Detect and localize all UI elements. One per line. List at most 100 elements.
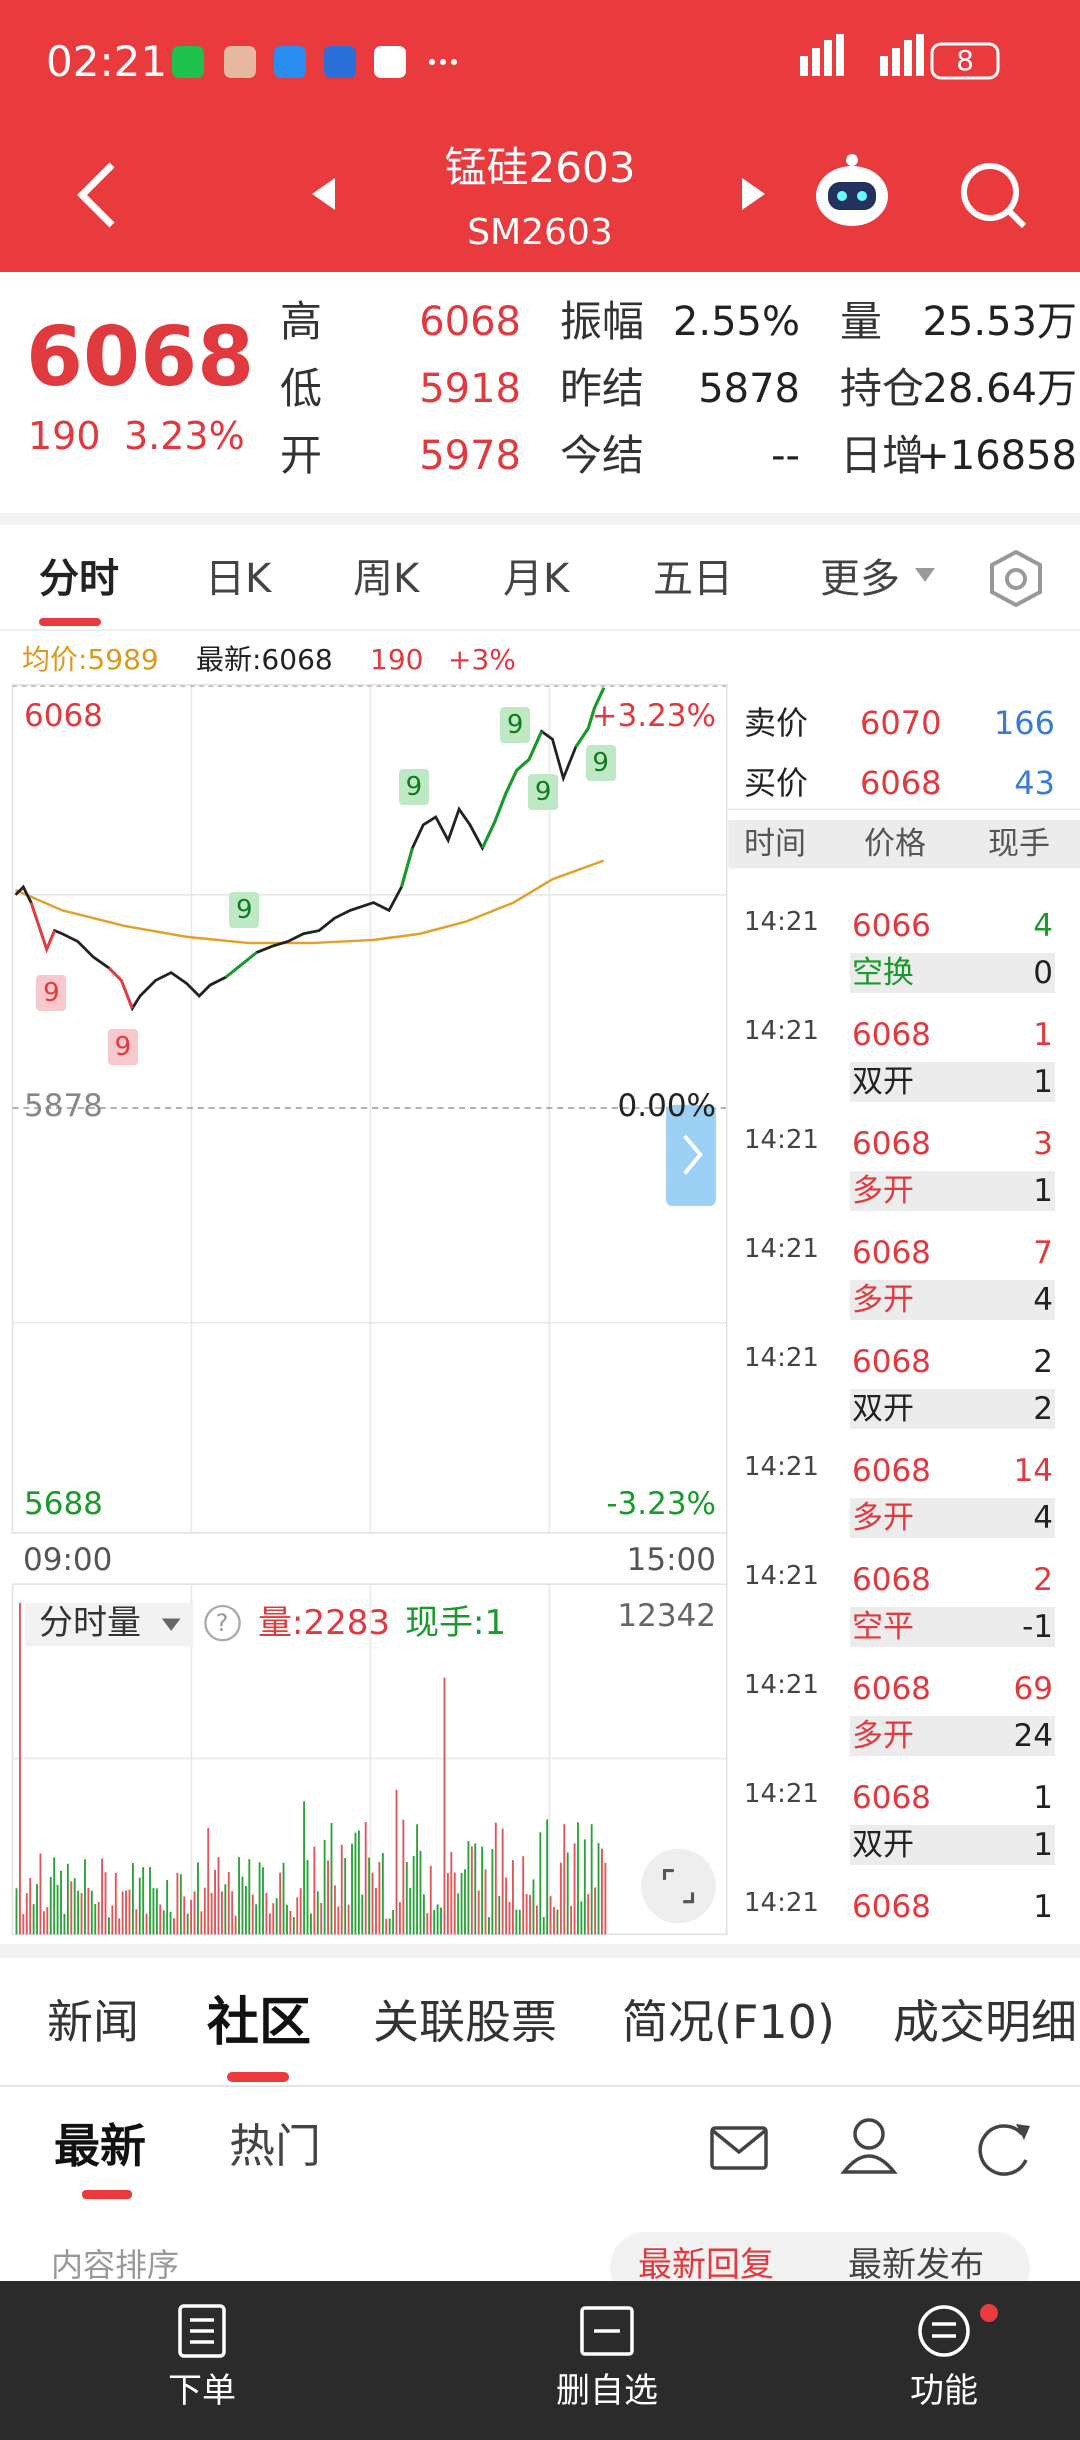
chart-tab[interactable]: 周K: [353, 556, 420, 602]
volume-bar: [522, 1856, 525, 1935]
trade-oi: 0: [1033, 955, 1053, 992]
sort-option[interactable]: 最新发布: [848, 2244, 984, 2285]
sub-tab[interactable]: 热门: [229, 2119, 321, 2174]
volume-bar: [66, 1863, 69, 1935]
trade-row-bg: [850, 1716, 1055, 1756]
axis-label: 0.00%: [617, 1088, 716, 1125]
nav-item[interactable]: 删自选: [556, 2370, 658, 2411]
volume-bar: [515, 1909, 518, 1935]
volume-bar: [590, 1824, 593, 1935]
chart-tab[interactable]: 五日: [653, 556, 733, 602]
volume-bar: [378, 1862, 381, 1935]
volume-bar: [446, 1872, 449, 1935]
trade-row-bg: [850, 953, 1055, 993]
volume-bar: [155, 1888, 158, 1935]
volume-bar: [108, 1917, 110, 1935]
trade-vol: 2: [1033, 1562, 1053, 1599]
separator: [0, 513, 1080, 525]
trade-price: 6068: [852, 1780, 931, 1817]
volume-bar: [296, 1897, 299, 1935]
prev-icon[interactable]: [312, 178, 335, 210]
volume-bar: [80, 1893, 83, 1935]
legend-latest: 最新:6068: [196, 643, 333, 677]
time-label: 15:00: [626, 1542, 716, 1579]
trade-vol: 69: [1013, 1671, 1053, 1708]
sort-option[interactable]: 最新回复: [638, 2244, 774, 2285]
search-icon[interactable]: [961, 163, 1027, 229]
field-label: 持仓: [840, 363, 925, 413]
volume-bar: [306, 1859, 309, 1935]
axis-label: +3.23%: [591, 698, 716, 735]
volume-bar: [549, 1896, 552, 1935]
trade-price: 6068: [852, 1562, 931, 1599]
volume-bar: [94, 1904, 97, 1935]
volume-bar: [299, 1888, 302, 1935]
tab-underline: [227, 2072, 289, 2082]
info-tab[interactable]: 社区: [207, 1992, 312, 2053]
volume-bar: [412, 1856, 415, 1935]
volume-selector[interactable]: 分时量: [39, 1602, 141, 1643]
volume-bar: [477, 1890, 480, 1935]
info-tab[interactable]: 成交明细: [893, 1995, 1077, 2050]
trade-type: 双开: [852, 1064, 914, 1101]
volume-bar: [227, 1872, 230, 1935]
trade-type: 多开: [852, 1718, 914, 1755]
chart-tab[interactable]: 更多: [820, 556, 900, 602]
trade-vol: 1: [1033, 1780, 1053, 1817]
next-icon[interactable]: [742, 178, 765, 210]
chart-tab[interactable]: 日K: [205, 556, 272, 602]
volume-bar: [573, 1843, 576, 1935]
trade-time: 14:21: [744, 1125, 819, 1156]
volume-bar: [77, 1890, 80, 1935]
mail-icon[interactable]: [710, 2126, 768, 2170]
volume-bar: [542, 1916, 545, 1935]
volume-bar: [234, 1915, 237, 1935]
nav-item[interactable]: 功能: [910, 2370, 978, 2411]
volume-bar: [488, 1917, 490, 1935]
info-tab[interactable]: 新闻: [47, 1995, 139, 2050]
battery: 8: [956, 44, 974, 78]
volume-bar: [498, 1896, 501, 1935]
trade-type: 空换: [852, 955, 914, 992]
signal-marker: 9: [398, 769, 429, 806]
bid-price: 6068: [860, 763, 942, 802]
volume-bar: [303, 1801, 306, 1935]
nav-item[interactable]: 下单: [168, 2370, 236, 2411]
field-value: 5978: [419, 433, 521, 479]
volume-bar: [183, 1896, 186, 1935]
refresh-icon[interactable]: [978, 2124, 1030, 2176]
volume-bar: [248, 1859, 251, 1935]
info-tab[interactable]: 关联股票: [373, 1995, 557, 2050]
field-value: 25.53万: [922, 299, 1077, 345]
volume-bar: [505, 1877, 508, 1935]
help-icon[interactable]: ?: [215, 1608, 229, 1637]
settings-icon[interactable]: [990, 549, 1042, 608]
change: 190: [28, 414, 101, 459]
field-value: 2.55%: [672, 299, 800, 345]
volume-bar: [601, 1848, 603, 1935]
volume-bar: [532, 1879, 535, 1935]
ask-price: 6070: [860, 703, 942, 742]
sub-tab[interactable]: 最新: [54, 2119, 146, 2174]
volume-bar: [556, 1909, 559, 1935]
signal-marker: 9: [500, 707, 531, 744]
trade-row-bg: [850, 1825, 1055, 1865]
signal-marker: 9: [528, 774, 559, 811]
volume-bar: [49, 1876, 52, 1935]
trade-row-bg: [850, 1498, 1055, 1538]
robot-icon[interactable]: [816, 154, 888, 226]
volume-bar: [357, 1830, 360, 1935]
user-icon[interactable]: [840, 2118, 898, 2174]
volume-bar: [265, 1892, 268, 1935]
info-tab[interactable]: 简况(F10): [622, 1995, 835, 2050]
trade-oi: 1: [1033, 1173, 1053, 1210]
signal-marker: 9: [36, 974, 67, 1011]
chart-tab[interactable]: 分时: [39, 556, 119, 602]
chart-tab[interactable]: 月K: [503, 556, 570, 602]
back-icon[interactable]: [77, 162, 115, 228]
volume-bar: [518, 1909, 521, 1935]
status-time: 02:21: [46, 36, 168, 86]
signal-marker: 9: [585, 744, 616, 781]
trade-time: 14:21: [744, 1343, 819, 1374]
